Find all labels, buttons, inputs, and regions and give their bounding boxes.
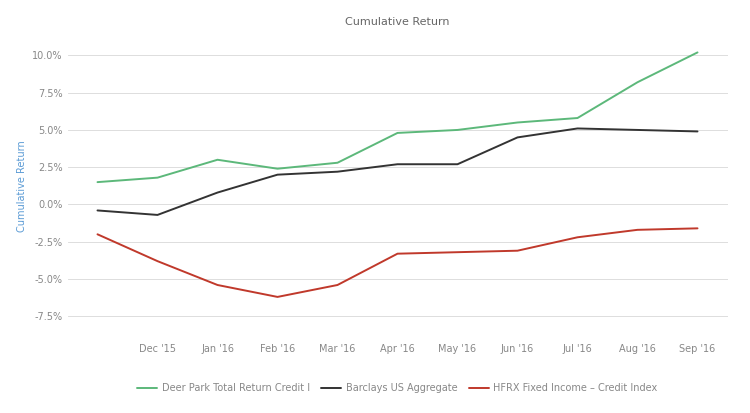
Barclays US Aggregate	[573, 126, 582, 131]
Legend: Deer Park Total Return Credit I, Barclays US Aggregate, HFRX Fixed Income – Cred: Deer Park Total Return Credit I, Barclay…	[137, 383, 658, 393]
Deer Park Total Return Credit I	[693, 50, 702, 55]
Deer Park Total Return Credit I	[213, 157, 222, 162]
Barclays US Aggregate	[333, 169, 342, 174]
HFRX Fixed Income – Credit Index	[93, 232, 102, 237]
HFRX Fixed Income – Credit Index	[333, 282, 342, 287]
HFRX Fixed Income – Credit Index	[633, 227, 642, 232]
Barclays US Aggregate	[93, 208, 102, 213]
Barclays US Aggregate	[693, 129, 702, 134]
Deer Park Total Return Credit I	[453, 128, 462, 133]
HFRX Fixed Income – Credit Index	[393, 251, 402, 256]
Line: HFRX Fixed Income – Credit Index: HFRX Fixed Income – Credit Index	[98, 228, 698, 297]
Y-axis label: Cumulative Return: Cumulative Return	[16, 140, 26, 232]
Barclays US Aggregate	[153, 212, 162, 217]
HFRX Fixed Income – Credit Index	[153, 259, 162, 263]
Deer Park Total Return Credit I	[393, 131, 402, 135]
HFRX Fixed Income – Credit Index	[213, 282, 222, 287]
Barclays US Aggregate	[213, 190, 222, 195]
Barclays US Aggregate	[453, 162, 462, 167]
HFRX Fixed Income – Credit Index	[573, 235, 582, 240]
Deer Park Total Return Credit I	[273, 166, 282, 171]
HFRX Fixed Income – Credit Index	[273, 294, 282, 299]
Deer Park Total Return Credit I	[93, 180, 102, 185]
Line: Barclays US Aggregate: Barclays US Aggregate	[98, 128, 698, 215]
HFRX Fixed Income – Credit Index	[513, 248, 522, 253]
Deer Park Total Return Credit I	[153, 175, 162, 180]
HFRX Fixed Income – Credit Index	[453, 250, 462, 255]
Barclays US Aggregate	[513, 135, 522, 140]
Barclays US Aggregate	[393, 162, 402, 167]
HFRX Fixed Income – Credit Index	[693, 226, 702, 231]
Deer Park Total Return Credit I	[513, 120, 522, 125]
Deer Park Total Return Credit I	[633, 80, 642, 85]
Title: Cumulative Return: Cumulative Return	[345, 17, 450, 27]
Barclays US Aggregate	[273, 172, 282, 177]
Line: Deer Park Total Return Credit I: Deer Park Total Return Credit I	[98, 52, 698, 182]
Deer Park Total Return Credit I	[573, 116, 582, 121]
Barclays US Aggregate	[633, 128, 642, 133]
Deer Park Total Return Credit I	[333, 160, 342, 165]
